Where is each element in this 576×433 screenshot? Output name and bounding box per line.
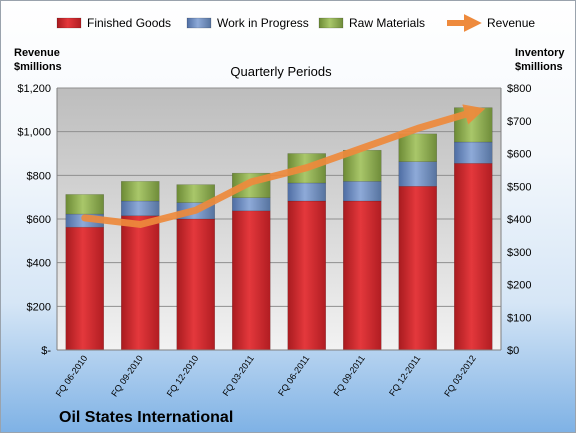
category-label: FQ 06-2010 — [54, 353, 90, 398]
bar-finished-goods — [176, 218, 215, 351]
right-tick-label: $300 — [507, 247, 531, 259]
left-tick-label: $200 — [27, 301, 51, 313]
left-tick-label: $1,200 — [17, 83, 51, 95]
category-label: FQ 09-2011 — [332, 353, 367, 398]
bar-finished-goods — [121, 215, 160, 351]
legend-label: Finished Goods — [87, 16, 171, 30]
right-tick-label: $800 — [507, 83, 531, 95]
bar-finished-goods — [287, 200, 326, 351]
left-tick-label: $1,000 — [17, 127, 51, 139]
bar-work-in-progress — [121, 200, 160, 216]
bar-finished-goods — [65, 226, 104, 351]
left-axis-label-line2: $millions — [14, 61, 62, 73]
bar-raw-materials — [176, 184, 215, 203]
left-axis-label-line1: Revenue — [14, 47, 60, 59]
category-label: FQ 03-2011 — [221, 353, 256, 398]
legend-finished-goods: Finished Goods — [56, 16, 171, 30]
category-label: FQ 03-2012 — [442, 353, 478, 398]
legend-swatch — [186, 17, 212, 29]
right-axis-label-line1: Inventory — [515, 47, 565, 59]
right-tick-label: $500 — [507, 181, 531, 193]
company-name: Oil States International — [59, 409, 233, 426]
legend-label: Raw Materials — [349, 16, 425, 30]
left-tick-label: $600 — [27, 214, 51, 226]
right-tick-label: $600 — [507, 149, 531, 161]
legend-swatch — [56, 17, 82, 29]
right-tick-label: $200 — [507, 280, 531, 292]
legend-revenue: Revenue — [447, 14, 535, 32]
category-label: FQ 12-2011 — [387, 353, 422, 398]
right-tick-label: $0 — [507, 345, 519, 357]
left-tick-label: $- — [41, 345, 51, 357]
bar-raw-materials — [121, 181, 160, 202]
bar-raw-materials — [65, 194, 104, 215]
category-label: FQ 09-2010 — [109, 353, 145, 398]
category-label: FQ 06-2011 — [276, 353, 311, 398]
bar-work-in-progress — [454, 141, 493, 164]
right-axis-label-line2: $millions — [515, 61, 563, 73]
bar-work-in-progress — [232, 197, 271, 212]
bar-finished-goods — [454, 163, 493, 351]
legend-label: Revenue — [487, 16, 535, 30]
revenue-line-path — [81, 104, 486, 228]
left-tick-label: $400 — [27, 258, 51, 270]
bar-work-in-progress — [398, 161, 437, 187]
bar-finished-goods — [398, 186, 437, 351]
bar-finished-goods — [232, 210, 271, 351]
legend-label: Work in Progress — [217, 16, 309, 30]
bar-stacks — [65, 107, 493, 351]
chart-title: Quarterly Periods — [230, 64, 332, 79]
bar-raw-materials — [398, 133, 437, 162]
right-tick-label: $100 — [507, 312, 531, 324]
category-label: FQ 12-2010 — [165, 353, 201, 398]
legend: Finished Goods Work in Progress Raw Materi… — [56, 14, 535, 32]
legend-work-in-progress: Work in Progress — [186, 16, 309, 30]
legend-raw-materials: Raw Materials — [318, 16, 425, 30]
right-tick-label: $700 — [507, 116, 531, 128]
right-tick-label: $400 — [507, 214, 531, 226]
legend-swatch — [318, 17, 344, 29]
bar-work-in-progress — [343, 181, 382, 202]
revenue-line — [81, 104, 486, 228]
bar-work-in-progress — [287, 182, 326, 202]
left-tick-label: $800 — [27, 170, 51, 182]
bar-finished-goods — [343, 200, 382, 351]
